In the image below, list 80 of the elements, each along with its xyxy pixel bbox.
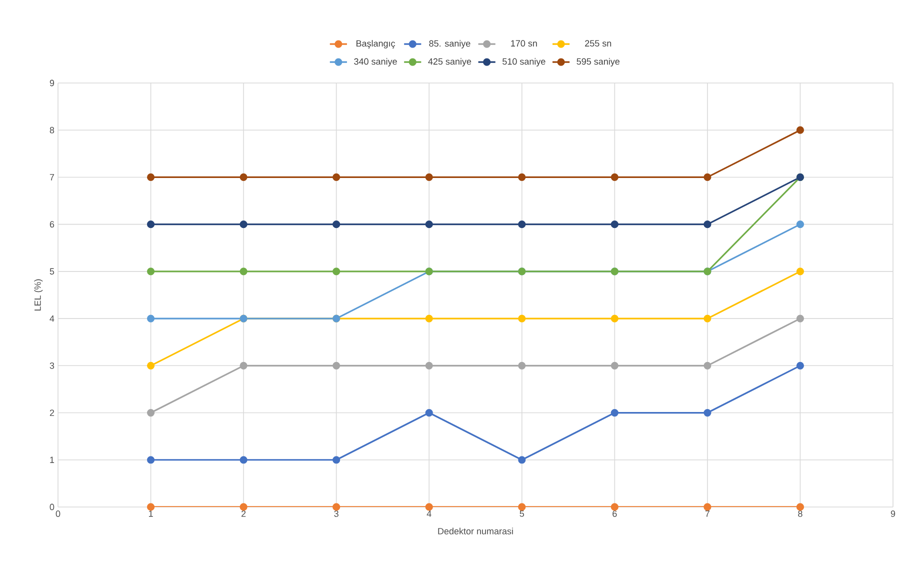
point [518, 173, 526, 182]
point [425, 503, 433, 511]
point [796, 268, 804, 276]
legend-label: Başlangıç [356, 40, 396, 48]
point [146, 173, 155, 182]
point [796, 362, 804, 370]
x-tick-label: 8 [798, 510, 802, 517]
x-tick-label: 2 [242, 510, 246, 517]
point [332, 503, 340, 511]
x-tick-label: 6 [612, 510, 617, 517]
y-tick-label: 2 [50, 410, 54, 416]
y-tick-label: 0 [50, 504, 54, 510]
x-tick-label: 7 [705, 510, 710, 517]
point [704, 362, 712, 370]
point [796, 220, 804, 228]
y-tick-label: 3 [50, 362, 54, 369]
x-tick-label: 4 [426, 510, 432, 517]
legend-label: 595 saniye [576, 58, 620, 66]
point [610, 173, 618, 182]
point [146, 220, 155, 228]
point [240, 220, 248, 228]
point [146, 314, 155, 322]
point [610, 503, 618, 511]
point [796, 126, 804, 134]
y-tick-label: 7 [50, 174, 54, 180]
point [425, 408, 433, 417]
x-tick-label: 1 [148, 510, 153, 517]
point [332, 456, 340, 464]
point [240, 456, 248, 464]
y-tick-label: 8 [50, 126, 54, 134]
point [425, 220, 433, 228]
legend-label: 425 saniye [428, 58, 472, 66]
point [425, 173, 433, 182]
point [146, 408, 155, 417]
point [240, 268, 248, 276]
y-tick-label: 6 [50, 221, 54, 228]
point [240, 173, 248, 182]
point [518, 314, 526, 322]
point [610, 362, 618, 370]
legend-label: 510 saniye [502, 58, 546, 66]
legend-label: 85. saniye [429, 40, 470, 48]
point [610, 408, 618, 417]
y-tick-label: 5 [50, 268, 54, 275]
point [146, 456, 155, 464]
point [796, 503, 804, 511]
point [704, 220, 712, 228]
point [518, 220, 526, 228]
point [240, 362, 248, 370]
x-tick-label: 5 [520, 510, 524, 517]
y-tick-label: 1 [50, 456, 54, 463]
point [610, 314, 618, 322]
x-tick-label: 0 [56, 510, 60, 517]
point [518, 362, 526, 370]
point [146, 362, 155, 370]
point [425, 362, 433, 370]
point [146, 503, 155, 511]
y-tick-label: 9 [50, 80, 54, 86]
point [610, 220, 618, 228]
point [332, 362, 340, 370]
point [332, 268, 340, 276]
x-axis-title: Dedektor numarasi [438, 528, 513, 534]
legend-label: 170 sn [511, 40, 537, 47]
x-tick-label: 3 [334, 510, 338, 517]
legend-label: 340 saniye [354, 58, 397, 66]
point [704, 314, 712, 322]
point [332, 220, 340, 228]
point [704, 173, 712, 182]
y-tick-label: 4 [50, 315, 54, 322]
point [240, 503, 248, 511]
point [332, 173, 340, 182]
point [425, 314, 433, 322]
y-axis-title: LEL (%) [34, 279, 43, 311]
point [796, 314, 804, 322]
x-tick-label: 9 [890, 510, 896, 517]
point [518, 503, 526, 511]
point [518, 456, 526, 464]
point [704, 503, 712, 511]
point [146, 268, 155, 276]
legend-label: 255 sn [585, 40, 612, 47]
point [704, 408, 712, 417]
